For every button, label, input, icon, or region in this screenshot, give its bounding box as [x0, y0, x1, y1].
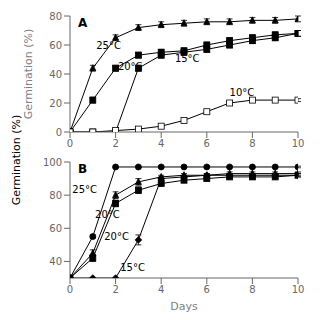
svg-text:25°C: 25°C: [72, 184, 97, 195]
svg-text:8: 8: [249, 284, 255, 295]
svg-text:Germination (%): Germination (%): [10, 115, 23, 206]
svg-text:6: 6: [204, 284, 210, 295]
html-text:B: B: [78, 162, 88, 176]
html-text:A: A: [78, 16, 88, 30]
svg-text:40: 40: [49, 69, 62, 80]
svg-text:10: 10: [292, 138, 305, 149]
svg-text:20°C: 20°C: [118, 61, 143, 72]
svg-text:10°C: 10°C: [230, 87, 255, 98]
svg-text:Days: Days: [170, 300, 198, 312]
svg-text:60: 60: [49, 40, 62, 51]
svg-text:0: 0: [67, 138, 73, 149]
svg-text:Germination (%): Germination (%): [24, 29, 35, 120]
svg-text:80: 80: [49, 190, 62, 201]
svg-text:100: 100: [43, 157, 62, 168]
svg-text:8: 8: [249, 138, 255, 149]
svg-text:40: 40: [49, 256, 62, 267]
svg-text:2: 2: [112, 284, 118, 295]
svg-text:60: 60: [49, 223, 62, 234]
svg-text:4: 4: [158, 138, 164, 149]
svg-text:15°C: 15°C: [120, 262, 145, 273]
svg-text:15°C: 15°C: [175, 53, 200, 64]
svg-text:25°C: 25°C: [96, 40, 121, 51]
svg-text:0: 0: [67, 284, 73, 295]
svg-text:4: 4: [158, 284, 164, 295]
svg-text:20°C: 20°C: [104, 231, 129, 242]
svg-text:10: 10: [292, 284, 305, 295]
svg-text:80: 80: [49, 11, 62, 22]
svg-text:2: 2: [112, 138, 118, 149]
svg-text:6: 6: [204, 138, 210, 149]
svg-text:0: 0: [56, 127, 62, 138]
svg-text:20: 20: [49, 98, 62, 109]
svg-text:20°C: 20°C: [95, 209, 120, 220]
